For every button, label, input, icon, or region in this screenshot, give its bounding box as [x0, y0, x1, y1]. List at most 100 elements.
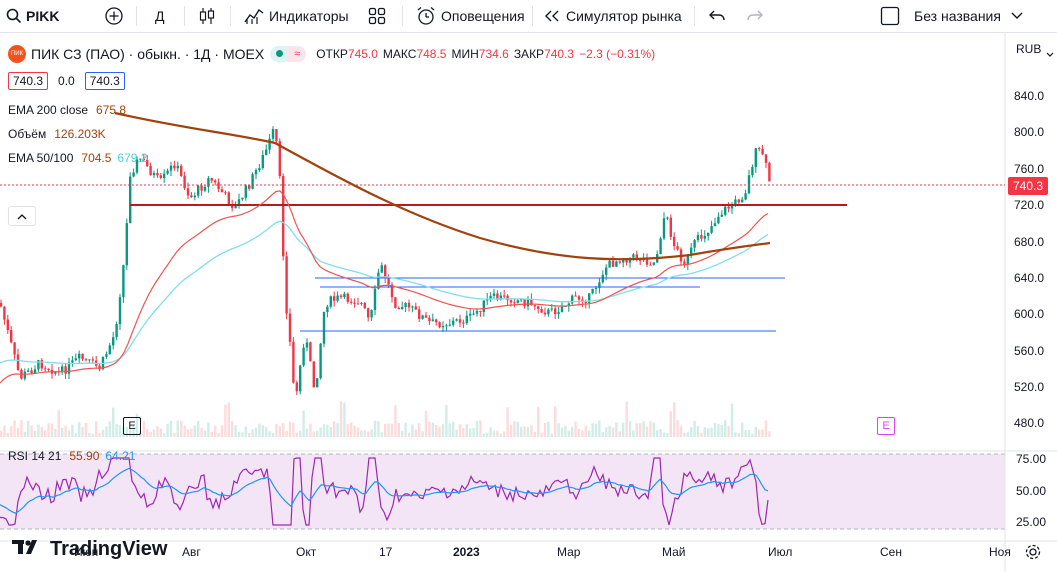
collapse-legend-button[interactable] — [8, 206, 36, 226]
candle-body — [190, 195, 193, 198]
volume-bar — [744, 430, 747, 437]
candle-body — [122, 265, 125, 298]
volume-bar — [703, 427, 706, 437]
separator — [532, 6, 533, 26]
separator — [136, 6, 137, 26]
candle-body — [30, 370, 33, 374]
volume-bar — [190, 428, 193, 437]
ema200-label: EMA 200 close — [8, 103, 89, 117]
volume-bar — [751, 433, 754, 437]
bid-badge[interactable]: 740.3 — [8, 72, 49, 90]
candle-body — [163, 173, 166, 178]
ema50-100-label: EMA 50/100 — [8, 151, 74, 165]
candle-body — [394, 297, 397, 308]
chart-canvas[interactable] — [0, 33, 1057, 572]
symbol-search[interactable]: PIKK — [6, 0, 59, 32]
interval-button[interactable]: Д — [155, 0, 164, 32]
volume-bar — [516, 421, 519, 437]
chart-type-button[interactable] — [198, 0, 216, 32]
volume-bar — [526, 426, 530, 437]
rsi-legend[interactable]: RSI 14 21 55.90 64.21 — [8, 449, 135, 463]
ask-badge[interactable]: 740.3 — [84, 72, 125, 90]
time-tick: 17 — [379, 545, 393, 559]
compare-button[interactable] — [104, 0, 124, 32]
earnings-marker-upcoming[interactable]: E — [877, 417, 895, 435]
volume-bar — [64, 425, 67, 437]
volume-legend[interactable]: Объём 126.203K — [8, 127, 106, 141]
ema50-100-legend[interactable]: EMA 50/100 704.5 679.2 — [8, 151, 147, 165]
layout-name-button[interactable]: Без названия — [880, 0, 1001, 32]
candle-body — [639, 260, 642, 262]
tradingview-logo[interactable]: TradingView — [12, 538, 167, 561]
volume-bar — [690, 427, 693, 437]
candle-body — [373, 288, 377, 311]
candle-body — [632, 254, 635, 258]
volume-bar — [180, 421, 183, 437]
volume-bar — [730, 403, 734, 437]
candle-body — [615, 261, 618, 267]
currency-label[interactable]: RUB — [1016, 42, 1042, 56]
volume-bar — [258, 423, 261, 437]
candle-body — [312, 361, 315, 388]
price-tick: 640.0 — [1014, 271, 1045, 285]
candle-body — [713, 223, 717, 227]
volume-bar — [696, 425, 700, 437]
rewind-icon — [544, 9, 560, 23]
symbol-legend: ПИК ПИК СЗ (ПАО) · обыкн. · 1Д · MOEX ≈ … — [8, 45, 655, 63]
volume-bar — [625, 401, 628, 437]
volume-bar — [224, 404, 227, 437]
candle-body — [737, 199, 740, 203]
layout-menu-button[interactable] — [1010, 0, 1024, 32]
volume-bar — [346, 424, 349, 437]
volume-bar — [254, 427, 258, 437]
candle-body — [81, 353, 84, 360]
volume-bar — [200, 427, 203, 437]
volume-bar — [411, 424, 414, 437]
volume-bar — [234, 425, 237, 437]
earnings-marker[interactable]: E — [123, 417, 141, 435]
volume-bar — [645, 426, 649, 437]
volume-bar — [251, 429, 254, 437]
candle-body — [210, 178, 213, 181]
candle-body — [761, 148, 764, 155]
volume-bar — [605, 427, 608, 437]
volume-bar — [326, 424, 329, 437]
candle-body — [577, 296, 581, 300]
redo-button[interactable] — [746, 0, 764, 32]
volume-bar — [13, 420, 16, 437]
volume-bar — [20, 420, 23, 437]
undo-button[interactable] — [708, 0, 726, 32]
ema200-legend[interactable]: EMA 200 close 675.8 — [8, 103, 126, 117]
candle-body — [200, 185, 203, 191]
candle-body — [254, 170, 258, 175]
volume-bar — [543, 422, 547, 437]
layout-name-label: Без названия — [914, 8, 1001, 24]
candle-body — [496, 293, 499, 300]
candle-body — [588, 293, 591, 303]
chart-area[interactable]: ПИК ПИК СЗ (ПАО) · обыкн. · 1Д · MOEX ≈ … — [0, 33, 1057, 572]
candle-body — [363, 302, 366, 309]
layout-templates-button[interactable] — [368, 0, 386, 32]
indicators-button[interactable]: Индикаторы — [244, 0, 349, 32]
volume-bar — [339, 401, 343, 437]
volume-bar — [513, 421, 516, 437]
volume-bars — [0, 401, 771, 437]
candle-body — [156, 173, 159, 176]
alerts-button[interactable]: Оповещения — [416, 0, 525, 32]
symbol-title[interactable]: ПИК СЗ (ПАО) · обыкн. · 1Д · MOEX — [31, 46, 265, 62]
candle-body — [625, 259, 628, 263]
candle-body — [231, 204, 234, 209]
volume-bar — [676, 420, 679, 437]
settings-gear-icon[interactable] — [1024, 543, 1042, 566]
candles-icon — [198, 6, 216, 26]
replay-button[interactable]: Симулятор рынка — [544, 0, 682, 32]
volume-bar — [618, 431, 621, 437]
candle-body — [533, 305, 536, 307]
candle-body — [322, 311, 326, 344]
volume-bar — [67, 430, 71, 437]
volume-bar — [360, 430, 363, 437]
candle-body — [278, 141, 281, 177]
volume-bar — [550, 433, 553, 437]
rsi-tick: 50.00 — [1016, 484, 1047, 498]
candle-body — [574, 295, 577, 297]
